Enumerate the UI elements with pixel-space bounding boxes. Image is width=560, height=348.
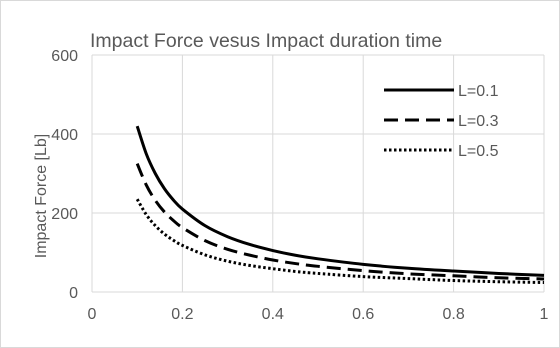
y-tick-label: 0	[69, 285, 78, 302]
x-tick-label: 0.2	[171, 306, 193, 323]
x-tick-label: 0.8	[442, 306, 464, 323]
x-tick-label: 0	[88, 306, 97, 323]
y-tick-label: 200	[51, 206, 78, 223]
series-lines	[135, 125, 545, 285]
y-tick-label: 400	[51, 127, 78, 144]
tick-labels: 0 0.2 0.4 0.6 0.8 1 0 200 400 600	[51, 48, 548, 323]
legend-label-3: L=0.5	[458, 143, 499, 160]
series-line-1	[135, 125, 545, 277]
y-axis-label: Impact Force [Lb]	[33, 134, 50, 259]
x-tick-label: 0.6	[352, 306, 374, 323]
legend: L=0.1 L=0.3 L=0.5	[384, 83, 499, 160]
legend-label-1: L=0.1	[458, 83, 499, 100]
y-tick-label: 600	[51, 48, 78, 65]
gridlines	[91, 54, 545, 293]
series-line-3	[135, 198, 545, 285]
x-tick-label: 0.4	[262, 306, 284, 323]
series-line-2	[135, 163, 545, 281]
x-tick-label: 1	[540, 306, 549, 323]
chart-title: Impact Force vesus Impact duration time	[90, 30, 442, 52]
legend-label-2: L=0.3	[458, 113, 499, 130]
